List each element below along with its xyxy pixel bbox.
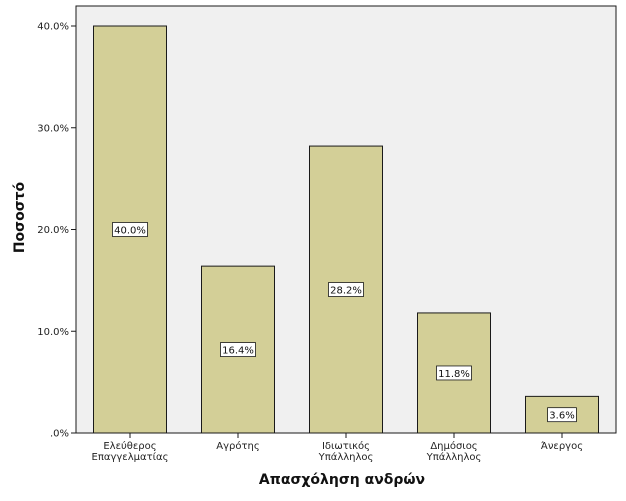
x-axis-title: Απασχόληση ανδρών: [259, 472, 425, 488]
data-label-box: [547, 407, 577, 423]
y-axis: .0% 10.0% 20.0% 30.0% 40.0%: [37, 22, 76, 440]
data-label-box: [328, 282, 364, 297]
x-category-label: Υπάλληλος: [318, 451, 374, 463]
y-tick-label: 40.0%: [37, 22, 69, 33]
data-label: 16.4%: [222, 345, 254, 356]
x-category-label: Άνεργος: [541, 440, 583, 452]
y-axis-title: Ποσοστό: [12, 181, 28, 253]
x-category-label: Υπάλληλος: [426, 451, 482, 463]
y-tick-label: 30.0%: [37, 123, 69, 134]
data-label: 3.6%: [549, 410, 574, 421]
data-label: 28.2%: [330, 285, 362, 296]
x-category-label: Επαγγελματίας: [92, 451, 169, 463]
x-category-label: Δημόσιος: [430, 440, 477, 452]
data-label-box: [220, 342, 256, 357]
x-category-label: Ελεύθερος: [103, 440, 156, 452]
data-label: 11.8%: [438, 369, 470, 380]
data-label-box: [112, 222, 148, 237]
bars: 40.0% 16.4% 28.2% 11.8% 3.6%: [93, 25, 599, 434]
y-tick-label: .0%: [50, 429, 69, 440]
y-tick-label: 10.0%: [37, 327, 69, 338]
x-category-label: Αγρότης: [216, 440, 259, 452]
data-label-box: [436, 365, 472, 381]
x-category-label: Ιδιωτικός: [322, 440, 370, 452]
data-label: 40.0%: [114, 225, 146, 236]
y-tick-label: 20.0%: [37, 225, 69, 236]
